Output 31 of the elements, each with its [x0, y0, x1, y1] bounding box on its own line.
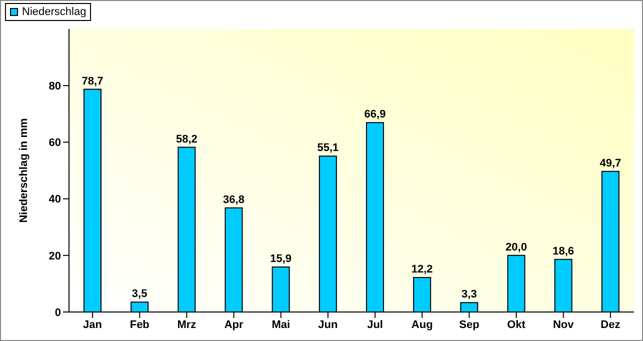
x-tick-label: Sep	[459, 318, 480, 331]
x-tick-label: Mrz	[177, 318, 197, 331]
data-label: 49,7	[600, 157, 622, 170]
x-tick-label: Okt	[507, 318, 526, 331]
x-tick-label: Nov	[552, 318, 575, 331]
data-label: 66,9	[364, 108, 386, 121]
data-label: 3,5	[132, 288, 148, 300]
data-label: 20,0	[506, 241, 527, 254]
data-label: 55,1	[317, 142, 339, 154]
data-label: 18,6	[552, 245, 574, 258]
data-label: 12,2	[411, 263, 433, 276]
data-label: 15,9	[270, 253, 292, 266]
x-tick-label: Apr	[224, 318, 244, 331]
y-axis-title: Niederschlag in mm	[18, 118, 30, 223]
x-tick-label: Mai	[272, 318, 290, 331]
y-tick-label: 40	[48, 194, 61, 206]
y-tick-label: 80	[48, 80, 61, 93]
data-label: 3,3	[462, 288, 477, 301]
x-tick-label: Jun	[318, 318, 338, 331]
y-tick-label: 20	[48, 250, 61, 262]
x-tick-label: Feb	[130, 318, 150, 331]
data-label: 78,7	[82, 75, 104, 88]
legend-label: Niederschlag	[22, 5, 86, 19]
x-tick-label: Dez	[600, 318, 621, 331]
y-tick-label: 0	[54, 306, 61, 319]
x-tick-label: Aug	[411, 318, 433, 331]
x-tick-label: Jul	[367, 318, 383, 331]
y-tick-label: 60	[48, 137, 61, 150]
data-label: 36,8	[223, 194, 244, 206]
x-tick-label: Jan	[83, 318, 102, 331]
data-label: 58,2	[176, 133, 198, 146]
